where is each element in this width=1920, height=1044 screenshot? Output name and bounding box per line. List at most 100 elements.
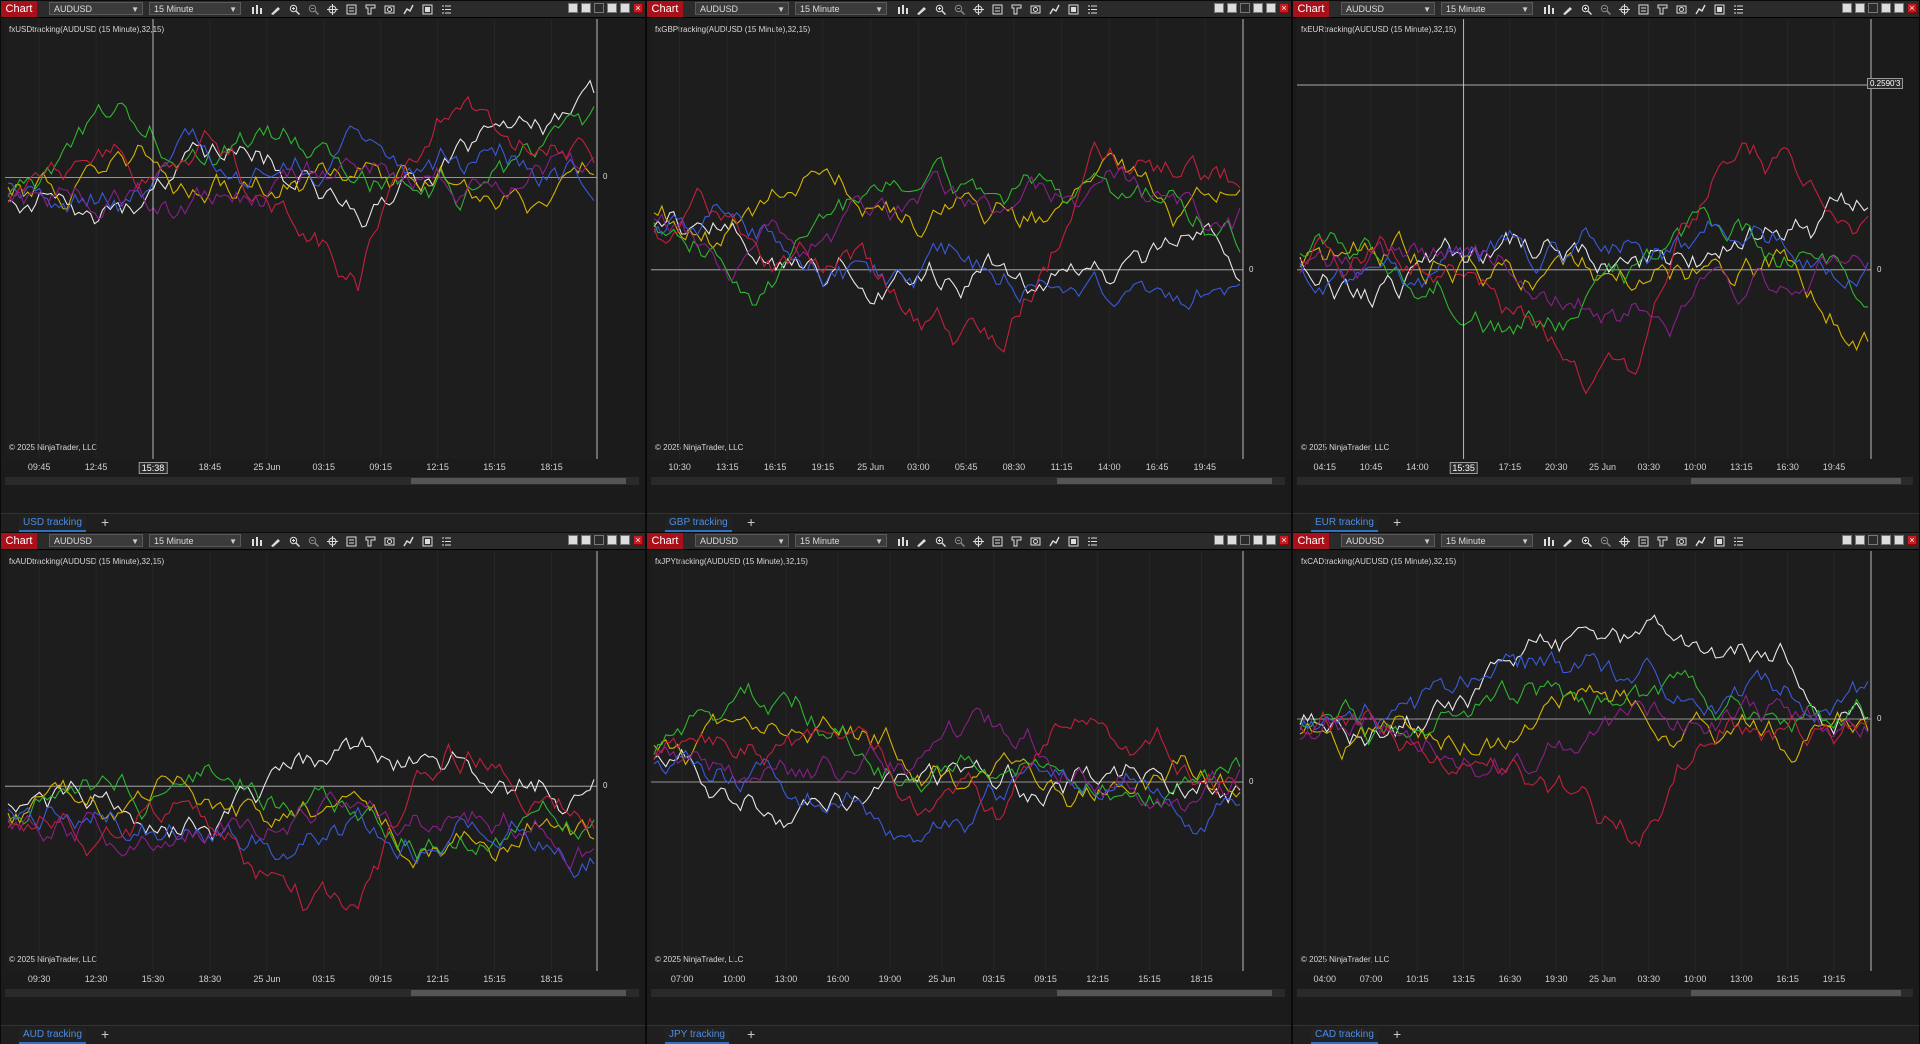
layout-icon[interactable] — [1227, 535, 1237, 545]
snapshot-icon[interactable] — [1028, 534, 1042, 548]
time-axis[interactable]: 04:00 07:00 10:15 13:15 16:30 19:30 25 Jun 03:3… — [1297, 971, 1871, 989]
horizontal-scrollbar[interactable] — [651, 989, 1285, 997]
layout-icon[interactable] — [1214, 3, 1224, 13]
instrument-selector[interactable]: AUDUSD ▼ — [1341, 534, 1435, 547]
minimize-icon[interactable] — [594, 3, 604, 13]
properties-icon[interactable] — [990, 2, 1004, 16]
add-tab-button[interactable]: + — [101, 514, 110, 530]
close-icon[interactable]: × — [1907, 535, 1917, 545]
zoom-in-icon[interactable] — [933, 2, 947, 16]
restore-icon[interactable] — [1266, 535, 1276, 545]
time-axis[interactable]: 10:30 13:15 16:15 19:15 25 Jun 03:00 05:45 08:3… — [651, 459, 1243, 477]
bars-icon[interactable] — [1541, 2, 1555, 16]
crosshair-icon[interactable] — [1617, 2, 1631, 16]
bars-icon[interactable] — [249, 2, 263, 16]
snapshot-icon[interactable] — [1674, 2, 1688, 16]
minimize-icon[interactable] — [1868, 535, 1878, 545]
chart-tab[interactable]: CAD tracking — [1311, 1028, 1378, 1044]
close-icon[interactable]: × — [1279, 3, 1289, 13]
plot-area[interactable]: fxGBPtracking(AUDUSD (15 Minute),32,15) ©… — [651, 19, 1253, 459]
zoom-out-icon[interactable] — [1598, 534, 1612, 548]
add-tab-button[interactable]: + — [101, 1026, 110, 1042]
plot-area[interactable]: fxUSDtracking(AUDUSD (15 Minute),32,15) ©… — [5, 19, 607, 459]
chart-menu-button[interactable]: Chart — [647, 1, 683, 17]
pencil-icon[interactable] — [268, 2, 282, 16]
pencil-icon[interactable] — [914, 534, 928, 548]
crosshair-icon[interactable] — [971, 534, 985, 548]
time-axis[interactable]: 07:00 10:00 13:00 16:00 19:00 25 Jun 03:15 09:1… — [651, 971, 1243, 989]
maximize-icon[interactable] — [1881, 535, 1891, 545]
zoom-out-icon[interactable] — [306, 2, 320, 16]
close-icon[interactable]: × — [1907, 3, 1917, 13]
data-box-icon[interactable] — [1066, 2, 1080, 16]
zoom-out-icon[interactable] — [1598, 2, 1612, 16]
horizontal-scrollbar[interactable] — [651, 477, 1285, 485]
chart-menu-button[interactable]: Chart — [1, 533, 37, 549]
close-icon[interactable]: × — [633, 535, 643, 545]
horizontal-scrollbar[interactable] — [5, 477, 639, 485]
properties-icon[interactable] — [344, 2, 358, 16]
zoom-in-icon[interactable] — [933, 534, 947, 548]
list-icon[interactable] — [1085, 2, 1099, 16]
plot-area[interactable]: fxEURtracking(AUDUSD (15 Minute),32,15) ©… — [1297, 19, 1904, 459]
list-icon[interactable] — [439, 534, 453, 548]
strategy-icon[interactable] — [363, 2, 377, 16]
maximize-icon[interactable] — [607, 535, 617, 545]
maximize-icon[interactable] — [1253, 535, 1263, 545]
pencil-icon[interactable] — [1560, 2, 1574, 16]
crosshair-icon[interactable] — [325, 534, 339, 548]
strategy-icon[interactable] — [1009, 534, 1023, 548]
chart-trader-icon[interactable] — [1047, 2, 1061, 16]
chart-tab[interactable]: JPY tracking — [665, 1028, 729, 1044]
properties-icon[interactable] — [1636, 534, 1650, 548]
restore-icon[interactable] — [620, 535, 630, 545]
pencil-icon[interactable] — [1560, 534, 1574, 548]
chart-trader-icon[interactable] — [401, 2, 415, 16]
layout-icon[interactable] — [1842, 3, 1852, 13]
minimize-icon[interactable] — [1868, 3, 1878, 13]
layout-icon[interactable] — [1855, 3, 1865, 13]
scrollbar-thumb[interactable] — [1691, 990, 1901, 996]
plot-area[interactable]: fxAUDtracking(AUDUSD (15 Minute),32,15) ©… — [5, 551, 607, 971]
strategy-icon[interactable] — [363, 534, 377, 548]
strategy-icon[interactable] — [1655, 2, 1669, 16]
instrument-selector[interactable]: AUDUSD ▼ — [695, 2, 789, 15]
horizontal-scrollbar[interactable] — [5, 989, 639, 997]
interval-selector[interactable]: 15 Minute ▼ — [1441, 534, 1533, 547]
layout-icon[interactable] — [581, 535, 591, 545]
maximize-icon[interactable] — [1253, 3, 1263, 13]
add-tab-button[interactable]: + — [747, 514, 756, 530]
plot-area[interactable]: fxJPYtracking(AUDUSD (15 Minute),32,15) ©… — [651, 551, 1253, 971]
strategy-icon[interactable] — [1009, 2, 1023, 16]
zoom-in-icon[interactable] — [287, 2, 301, 16]
add-tab-button[interactable]: + — [1393, 1026, 1402, 1042]
bars-icon[interactable] — [249, 534, 263, 548]
bars-icon[interactable] — [895, 2, 909, 16]
chart-trader-icon[interactable] — [401, 534, 415, 548]
properties-icon[interactable] — [344, 534, 358, 548]
pencil-icon[interactable] — [268, 534, 282, 548]
list-icon[interactable] — [1731, 2, 1745, 16]
scrollbar-thumb[interactable] — [410, 990, 627, 996]
chart-trader-icon[interactable] — [1693, 534, 1707, 548]
data-box-icon[interactable] — [420, 534, 434, 548]
minimize-icon[interactable] — [1240, 3, 1250, 13]
chart-trader-icon[interactable] — [1047, 534, 1061, 548]
chart-tab[interactable]: USD tracking — [19, 516, 86, 532]
restore-icon[interactable] — [1266, 3, 1276, 13]
instrument-selector[interactable]: AUDUSD ▼ — [49, 2, 143, 15]
snapshot-icon[interactable] — [1028, 2, 1042, 16]
maximize-icon[interactable] — [607, 3, 617, 13]
add-tab-button[interactable]: + — [1393, 514, 1402, 530]
bars-icon[interactable] — [895, 534, 909, 548]
layout-icon[interactable] — [1227, 3, 1237, 13]
properties-icon[interactable] — [1636, 2, 1650, 16]
layout-icon[interactable] — [1855, 535, 1865, 545]
chart-menu-button[interactable]: Chart — [1, 1, 37, 17]
chart-trader-icon[interactable] — [1693, 2, 1707, 16]
interval-selector[interactable]: 15 Minute ▼ — [795, 2, 887, 15]
data-box-icon[interactable] — [420, 2, 434, 16]
time-axis[interactable]: 09:45 12:45 15:38 18:45 25 Jun 03:15 09:15 12:1… — [5, 459, 597, 477]
chart-menu-button[interactable]: Chart — [647, 533, 683, 549]
crosshair-icon[interactable] — [971, 2, 985, 16]
